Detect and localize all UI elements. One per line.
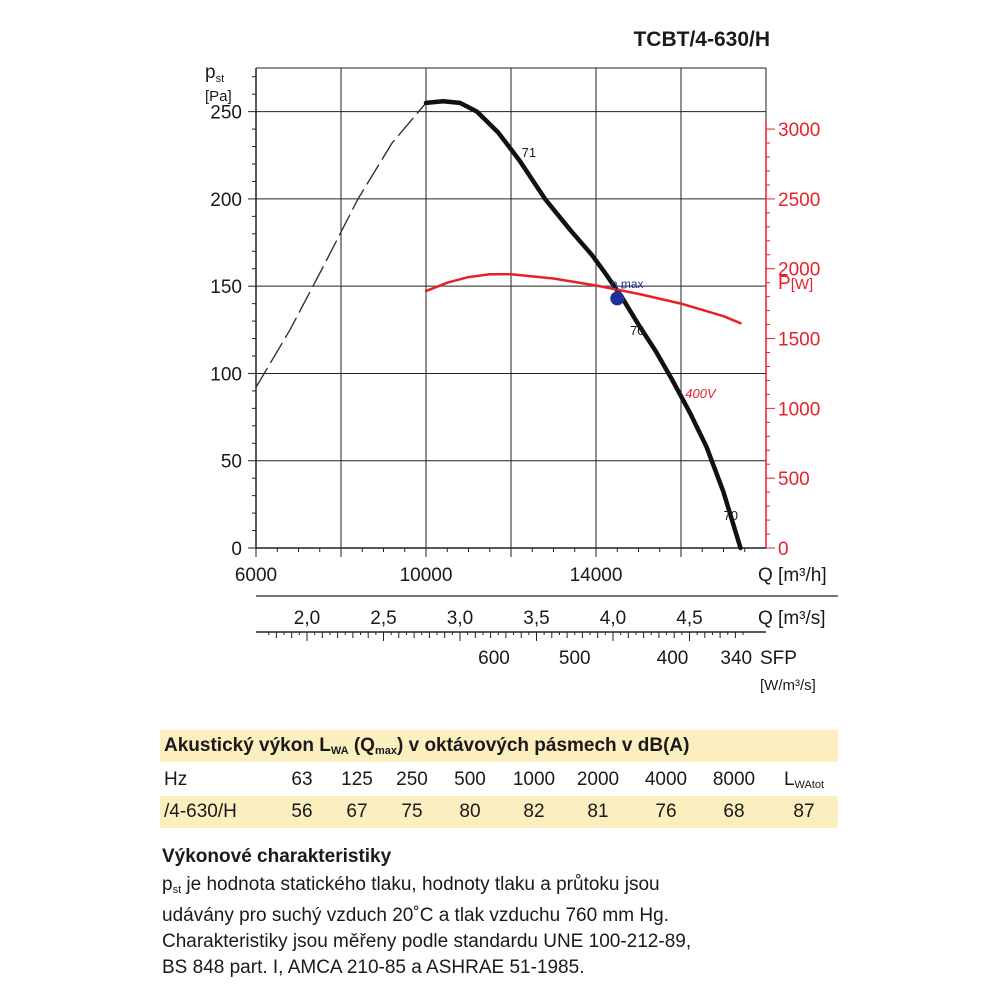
pst-main: p: [162, 874, 173, 895]
info-line-1-rest: je hodnota statického tlaku, hodnoty tla…: [181, 874, 660, 895]
y-right-tick-label: 2000: [778, 260, 820, 281]
info-text: pst je hodnota statického tlaku, hodnoty…: [162, 872, 882, 981]
row-cell-model: /4-630/H: [164, 801, 237, 822]
lwatot-sub: WAtot: [794, 779, 825, 791]
x-secondary-tick-label: 3,0: [447, 608, 473, 629]
sfp-tick-label: 340: [720, 648, 752, 669]
acoustic-title-sub-wa: WA: [330, 745, 349, 757]
acoustic-title-main: Akustický výkon L: [164, 735, 331, 756]
y-left-label-sub: st: [216, 73, 225, 85]
series-pressure-line: [423, 98, 743, 551]
acoustic-title-end: ) v oktávových pásmech v dB(A): [397, 735, 690, 756]
curve-annotation: 70: [724, 508, 738, 523]
curve-annotation: 70: [630, 323, 644, 338]
y-left-tick-label: 0: [231, 539, 242, 560]
header-cell: 250: [396, 769, 428, 790]
row-cell: 80: [459, 801, 481, 822]
sfp-axis-unit: [W/m³/s]: [760, 677, 816, 694]
header-cell: 63: [291, 769, 313, 790]
fan-performance-chart: TCBT/4-630/H 0 50 100 150 200 250 pst [Pa] 0 500 1…: [205, 28, 838, 694]
curve-annotation: 71: [522, 145, 536, 160]
curve-annotation: 400V: [685, 386, 717, 401]
sfp-tick-label: 600: [478, 648, 510, 669]
info-line-1: pst je hodnota statického tlaku, hodnoty…: [162, 872, 882, 903]
x-main-tick-label: 14000: [570, 565, 623, 586]
info-heading: Výkonové charakteristiky: [162, 846, 392, 867]
row-cell: 81: [587, 801, 609, 822]
row-cell: 67: [346, 801, 368, 822]
row-cell: 68: [723, 801, 745, 822]
pst-sub: st: [172, 884, 182, 896]
x-main-axis-label: Q [m³/h]: [758, 565, 827, 586]
series-power-line: [424, 273, 742, 325]
y-left-axis-label: pst: [205, 62, 224, 85]
chart-axes: 0 50 100 150 200 250 pst [Pa] 0 500 1000 1500 2000 25…: [205, 62, 838, 694]
x-secondary-tick-label: 4,0: [600, 608, 626, 629]
row-cell-total: 87: [793, 801, 815, 822]
row-cell: 56: [291, 801, 313, 822]
info-line-3: Charakteristiky jsou měřeny podle standa…: [162, 931, 692, 952]
x-main-tick-label: 6000: [235, 565, 277, 586]
y-left-tick-label: 150: [210, 277, 242, 298]
y-right-axis-label: P[W]: [778, 273, 813, 294]
header-cell: 1000: [512, 769, 556, 790]
y-right-label-unit: [W]: [791, 276, 814, 293]
acoustic-header-row: Hz 63 125 250 500 1000 2000 4000 8000 LW…: [160, 764, 838, 796]
chart-title: TCBT/4-630/H: [633, 28, 770, 51]
y-left-tick-label: 200: [210, 190, 242, 211]
y-left-tick-label: 250: [210, 103, 242, 124]
y-right-tick-label: 3000: [778, 120, 820, 141]
acoustic-table-title: Akustický výkon LWA (Qmax) v oktávových …: [160, 730, 838, 762]
header-cell: 8000: [712, 769, 756, 790]
header-cell: 500: [454, 769, 486, 790]
header-cell-lwatot: LWAtot: [772, 764, 836, 801]
x-secondary-tick-label: 2,0: [294, 608, 320, 629]
lwatot-main: L: [783, 769, 795, 790]
y-right-tick-label: 0: [778, 539, 789, 560]
y-right-tick-label: 1000: [778, 399, 820, 420]
sfp-tick-label: 500: [559, 648, 591, 669]
header-cell: 4000: [644, 769, 688, 790]
chart-series: [255, 98, 743, 551]
chart-grid: [255, 67, 767, 549]
y-left-axis-unit: [Pa]: [205, 88, 232, 105]
y-right-tick-label: 2500: [778, 190, 820, 211]
y-right-label-main: P: [778, 273, 791, 294]
x-secondary-axis-label: Q [m³/s]: [758, 608, 826, 629]
row-cell: 82: [523, 801, 545, 822]
y-right-tick-label: 500: [778, 469, 810, 490]
x-main-tick-label: 10000: [400, 565, 453, 586]
series-pressure-dashed-line: [255, 102, 427, 389]
x-secondary-tick-label: 4,5: [676, 608, 702, 629]
acoustic-data-row: /4-630/H 56 67 75 80 82 81 76 68 87: [160, 796, 838, 828]
y-right-tick-label: 1500: [778, 330, 820, 351]
y-left-tick-label: 100: [210, 364, 242, 385]
acoustic-title-sub-max: max: [374, 745, 397, 757]
info-line-2: udávány pro suchý vzduch 20˚C a tlak vzd…: [162, 905, 669, 926]
y-left-label-main: p: [205, 62, 216, 83]
sfp-axis-label: SFP: [760, 648, 797, 669]
header-cell: 2000: [576, 769, 620, 790]
header-cell-hz: Hz: [164, 769, 188, 790]
performance-info: Výkonové charakteristiky pst je hodnota …: [162, 846, 882, 981]
sfp-tick-label: 400: [657, 648, 689, 669]
chart-labels: 71 η max 70 400V 70: [522, 145, 738, 523]
eta-max-point: [610, 291, 625, 306]
x-secondary-tick-label: 2,5: [370, 608, 396, 629]
y-left-tick-label: 50: [221, 452, 242, 473]
header-cell: 125: [341, 769, 373, 790]
curve-annotation: η max: [611, 277, 644, 291]
x-secondary-tick-label: 3,5: [523, 608, 549, 629]
acoustic-title-mid: (Q: [348, 735, 375, 756]
info-line-4: BS 848 part. I, AMCA 210-85 a ASHRAE 51-…: [162, 957, 585, 978]
row-cell: 76: [655, 801, 677, 822]
row-cell: 75: [401, 801, 423, 822]
